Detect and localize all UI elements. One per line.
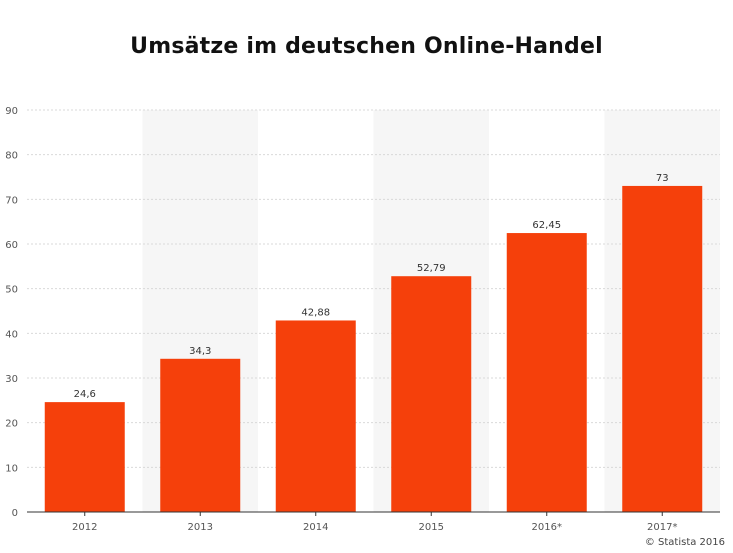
y-tick-label: 50 bbox=[5, 285, 18, 296]
data-label: 62,45 bbox=[532, 220, 561, 231]
bar-2016* bbox=[506, 233, 587, 512]
bar-2013 bbox=[160, 358, 241, 512]
y-tick-label: 20 bbox=[5, 419, 18, 430]
y-tick-label: 40 bbox=[5, 329, 18, 340]
bar-2015 bbox=[391, 276, 472, 512]
bar-2017* bbox=[622, 185, 703, 512]
y-tick-label: 30 bbox=[5, 374, 18, 385]
data-label: 52,79 bbox=[417, 263, 446, 274]
x-tick-label: 2012 bbox=[72, 522, 97, 533]
source-credit: © Statista 2016 bbox=[644, 537, 725, 548]
y-tick-label: 70 bbox=[5, 195, 18, 206]
y-tick-label: 0 bbox=[12, 508, 18, 519]
y-tick-label: 10 bbox=[5, 463, 18, 474]
data-labels: 24,6 34,3 42,88 52,79 62,45 73 bbox=[74, 173, 669, 400]
x-tick-label: 2016* bbox=[532, 522, 562, 533]
bar-2012 bbox=[44, 402, 125, 512]
data-label: 42,88 bbox=[301, 307, 330, 318]
x-tick-label: 2015 bbox=[419, 522, 444, 533]
x-axis: 2012 2013 2014 2015 2016* 2017* bbox=[27, 511, 720, 533]
y-axis-ticks: 0 10 20 30 40 50 60 70 80 90 bbox=[5, 106, 18, 519]
x-tick-label: 2013 bbox=[188, 522, 213, 533]
data-label: 73 bbox=[656, 173, 669, 184]
x-tick-label: 2017* bbox=[647, 522, 677, 533]
y-tick-label: 80 bbox=[5, 151, 18, 162]
bar-2014 bbox=[275, 320, 356, 512]
data-label: 34,3 bbox=[189, 346, 211, 357]
bars bbox=[44, 185, 703, 512]
x-tick-label: 2014 bbox=[303, 522, 328, 533]
y-tick-label: 60 bbox=[5, 240, 18, 251]
gridlines bbox=[27, 109, 720, 468]
data-label: 24,6 bbox=[74, 389, 96, 400]
y-tick-label: 90 bbox=[5, 106, 18, 117]
chart-title: Umsätze im deutschen Online-Handel bbox=[130, 34, 603, 59]
